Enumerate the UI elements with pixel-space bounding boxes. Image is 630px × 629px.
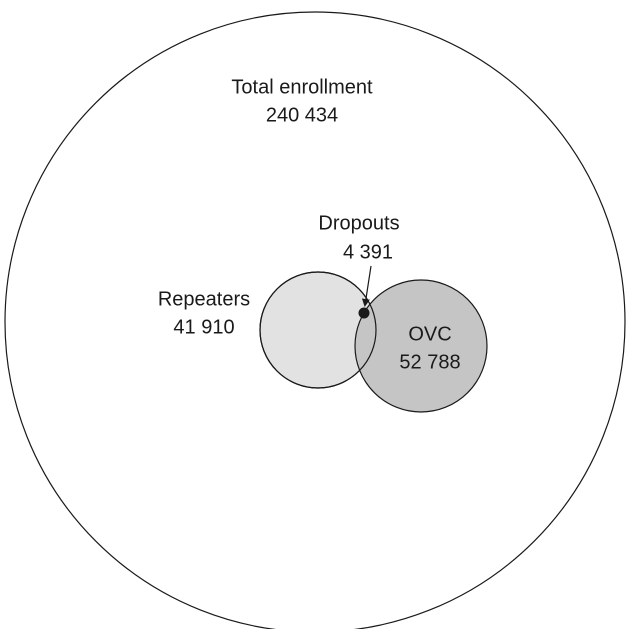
ovc-value: 52 788 — [399, 351, 460, 373]
ovc-circle — [354, 279, 488, 413]
total-value: 240 434 — [266, 104, 338, 126]
repeaters-outline — [259, 271, 377, 389]
repeaters-label: Repeaters — [158, 288, 250, 310]
dropouts-label: Dropouts — [318, 212, 399, 234]
dropouts-value: 4 391 — [343, 241, 393, 263]
ovc-label: OVC — [408, 323, 451, 345]
dropouts-dot — [358, 307, 370, 319]
total-label: Total enrollment — [231, 76, 373, 98]
repeaters-value: 41 910 — [173, 316, 234, 338]
dropouts-arrow — [361, 265, 372, 307]
